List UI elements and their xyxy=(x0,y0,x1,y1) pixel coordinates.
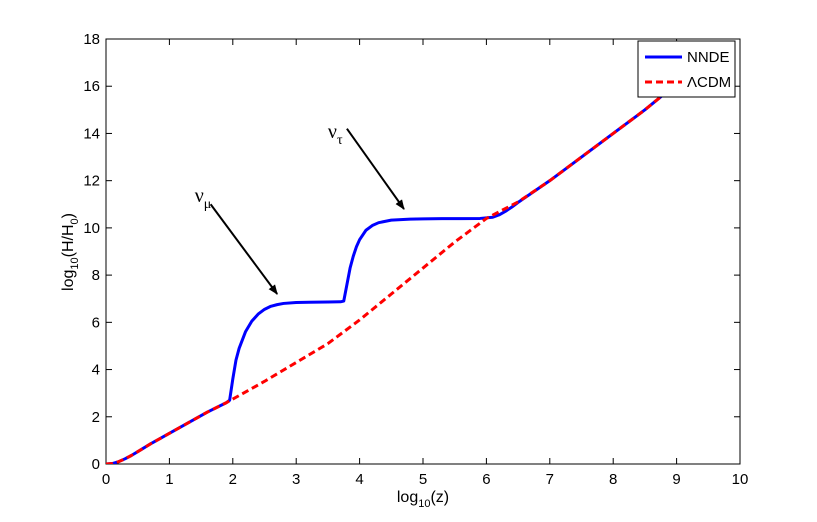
series-line-lcdm xyxy=(106,82,678,464)
y-axis-label: log10(H/H0) xyxy=(60,213,81,291)
x-tick-label: 1 xyxy=(165,471,173,488)
annotation-label: ντ xyxy=(328,121,343,148)
x-tick-label: 8 xyxy=(609,471,617,488)
y-tick-label: 0 xyxy=(92,456,100,473)
legend-box xyxy=(637,40,736,98)
legend-label-lcdm: ΛCDM xyxy=(687,74,731,91)
annotation-arrow xyxy=(346,128,405,210)
y-tick-label: 8 xyxy=(92,267,100,284)
annotation-label: νμ xyxy=(195,185,212,212)
x-tick-label: 4 xyxy=(355,471,363,488)
x-tick-label: 3 xyxy=(292,471,300,488)
annotation-arrow xyxy=(209,203,278,295)
x-tick-label: 10 xyxy=(732,471,749,488)
x-axis-label: log10(z) xyxy=(397,489,449,510)
y-tick-label: 16 xyxy=(83,78,100,95)
y-tick-label: 10 xyxy=(83,220,100,237)
y-tick-label: 2 xyxy=(92,409,100,426)
y-tick-label: 14 xyxy=(83,125,100,142)
legend-label-nnde: NNDE xyxy=(687,49,730,66)
x-tick-label: 7 xyxy=(546,471,554,488)
x-tick-label: 2 xyxy=(229,471,237,488)
annotations: νμ ντ xyxy=(195,121,405,295)
y-axis: 0 2 4 6 8 10 12 14 16 18 xyxy=(83,31,740,473)
x-tick-label: 5 xyxy=(419,471,427,488)
series-layer xyxy=(106,82,679,464)
x-tick-label: 9 xyxy=(672,471,680,488)
y-tick-label: 4 xyxy=(92,362,100,379)
x-tick-label: 6 xyxy=(482,471,490,488)
y-tick-label: 18 xyxy=(83,31,100,48)
plot-area xyxy=(105,38,741,465)
legend: NNDE ΛCDM xyxy=(637,40,736,98)
y-tick-label: 12 xyxy=(83,173,100,190)
x-tick-label: 0 xyxy=(102,471,110,488)
y-tick-label: 6 xyxy=(92,314,100,331)
